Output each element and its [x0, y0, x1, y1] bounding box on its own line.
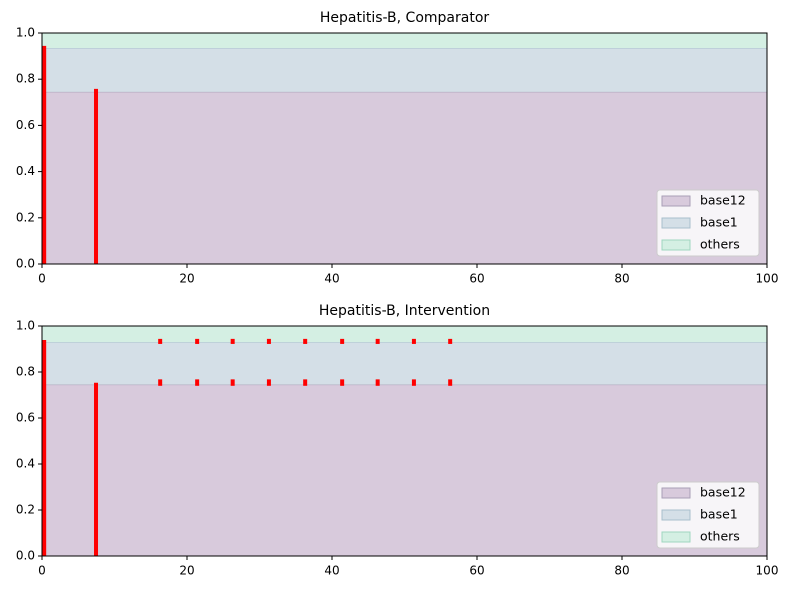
- axes: Hepatitis-B, Comparator 0 20 40 60 80 100 0.0 0.…: [16, 10, 779, 286]
- axes-frame: [41, 32, 768, 265]
- legend-swatch: [661, 217, 691, 229]
- area: [42, 48, 767, 92]
- x-tick-label: 100: [756, 564, 779, 578]
- y-tick-label: 0.6: [16, 411, 35, 425]
- chart-title: Hepatitis-B, Comparator: [320, 10, 490, 26]
- y-tick-label: 0.4: [16, 457, 35, 471]
- legend-label: others: [700, 237, 740, 252]
- x-tick-label: 20: [179, 272, 194, 286]
- x-tick-label: 0: [38, 564, 46, 578]
- x-tick-label: 40: [324, 564, 339, 578]
- x-tick-label: 100: [756, 272, 779, 286]
- x-tick-label: 0: [38, 272, 46, 286]
- y-tick-label: 0.8: [16, 365, 35, 379]
- x-tick-label: 60: [469, 564, 484, 578]
- legend-label: base12: [700, 193, 746, 208]
- area: [42, 342, 767, 385]
- y-tick-label: 0.8: [16, 72, 35, 86]
- area: [42, 33, 767, 49]
- area: [42, 91, 767, 264]
- y-tick-label: 0.4: [16, 164, 35, 178]
- legend-label: base1: [700, 507, 738, 522]
- y-tick-label: 0.6: [16, 118, 35, 132]
- y-tick-label: 1.0: [16, 26, 35, 40]
- legend-swatch: [661, 195, 691, 207]
- x-tick-label: 80: [614, 272, 629, 286]
- legend-swatch: [661, 509, 691, 521]
- y-tick-label: 1.0: [16, 319, 35, 333]
- chart-title: Hepatitis-B, Intervention: [319, 303, 490, 319]
- legend-label: others: [700, 529, 740, 544]
- y-tick-label: 0.2: [16, 210, 35, 224]
- area: [42, 384, 767, 556]
- axes-frame: [41, 325, 768, 557]
- y-tick-label: 0.0: [16, 549, 35, 563]
- legend-swatch: [661, 239, 691, 251]
- area: [42, 326, 767, 343]
- x-tick-label: 40: [324, 272, 339, 286]
- legend-swatch: [661, 531, 691, 543]
- x-tick-label: 80: [614, 564, 629, 578]
- y-tick-label: 0.2: [16, 503, 35, 517]
- legend-swatch: [661, 487, 691, 499]
- x-tick-label: 60: [469, 272, 484, 286]
- x-tick-label: 20: [179, 564, 194, 578]
- legend-label: base12: [700, 485, 746, 500]
- axes: Hepatitis-B, Intervention 0 20 40 60 80 100 0.0…: [16, 303, 779, 578]
- y-tick-label: 0.0: [16, 257, 35, 271]
- legend-label: base1: [700, 215, 738, 230]
